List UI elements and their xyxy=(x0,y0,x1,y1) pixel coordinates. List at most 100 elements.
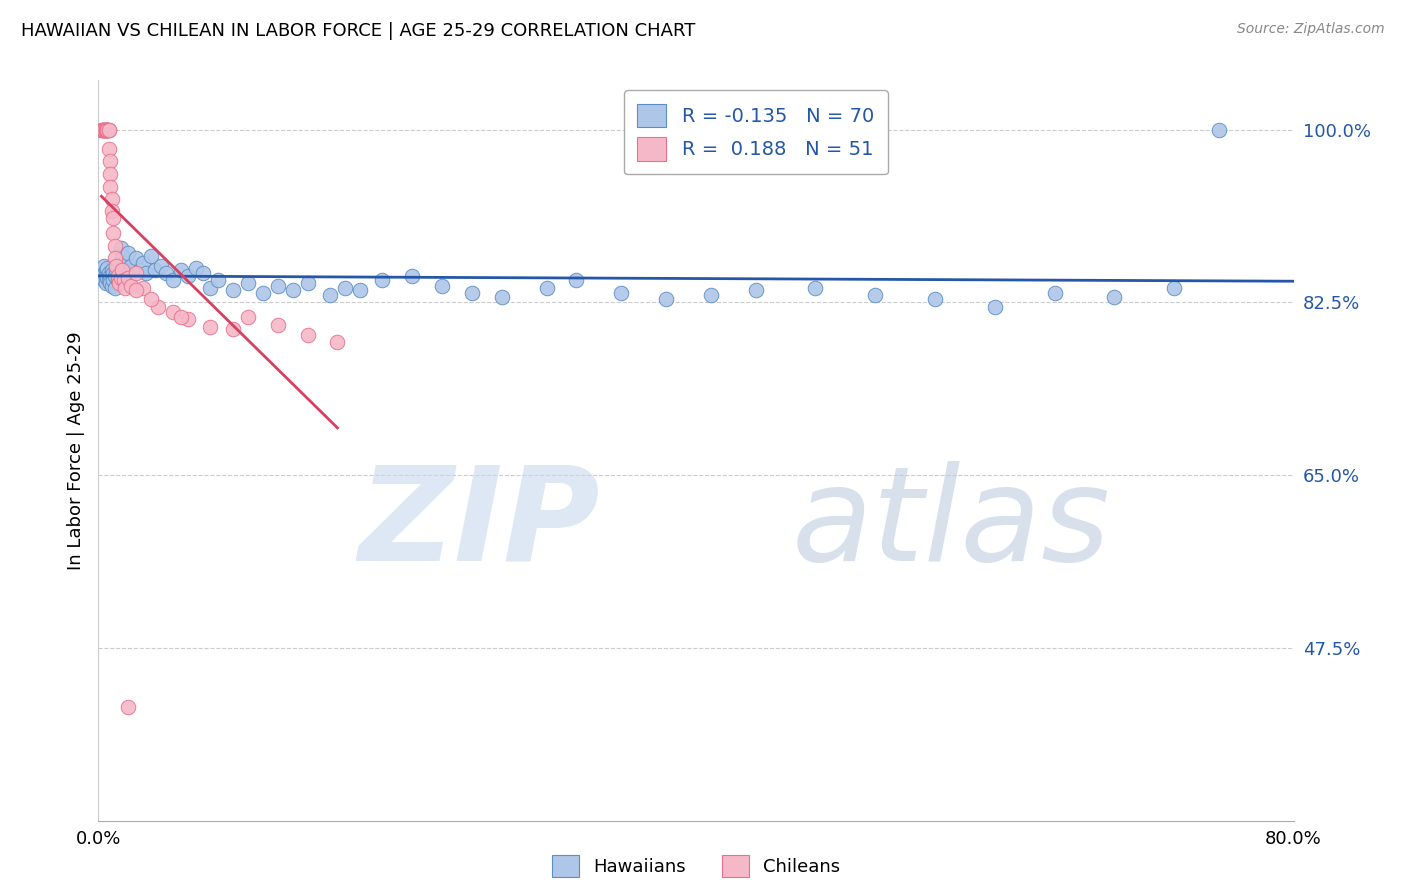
Point xyxy=(169,310,191,325)
Point xyxy=(297,328,319,343)
Point xyxy=(297,276,319,290)
Point xyxy=(91,122,114,136)
Point xyxy=(91,122,114,136)
Point xyxy=(135,266,157,280)
Point xyxy=(333,280,356,294)
Point xyxy=(94,122,117,136)
Point xyxy=(319,288,342,302)
Text: atlas: atlas xyxy=(792,461,1111,588)
Point xyxy=(120,259,142,273)
Point xyxy=(96,122,118,136)
Point xyxy=(91,266,114,280)
Point xyxy=(143,262,166,277)
Point xyxy=(103,273,125,287)
Point xyxy=(108,276,131,290)
Point xyxy=(267,318,290,332)
Point xyxy=(117,700,139,714)
Point xyxy=(401,268,423,283)
Point xyxy=(94,262,117,277)
Point xyxy=(97,122,120,136)
Point xyxy=(349,283,371,297)
Point xyxy=(1163,280,1185,294)
Point xyxy=(984,301,1007,315)
Point xyxy=(90,122,112,136)
Point xyxy=(104,251,127,265)
Legend: Hawaiians, Chileans: Hawaiians, Chileans xyxy=(543,846,849,886)
Point xyxy=(96,122,118,136)
Point xyxy=(94,122,117,136)
Point xyxy=(200,320,222,334)
Point xyxy=(96,270,118,285)
Point xyxy=(865,288,887,302)
Point xyxy=(114,280,136,294)
Point xyxy=(745,283,768,297)
Point xyxy=(103,227,125,241)
Point xyxy=(105,262,128,277)
Point xyxy=(111,249,134,263)
Point xyxy=(97,273,120,287)
Point xyxy=(101,203,124,218)
Point xyxy=(200,280,222,294)
Point xyxy=(655,293,678,307)
Point xyxy=(104,268,127,283)
Point xyxy=(252,285,274,300)
Point xyxy=(129,262,152,277)
Point xyxy=(155,266,177,280)
Point xyxy=(94,268,117,283)
Point xyxy=(177,312,200,326)
Point xyxy=(191,266,214,280)
Point xyxy=(110,241,132,255)
Point xyxy=(97,122,120,136)
Point xyxy=(610,285,633,300)
Point xyxy=(96,122,118,136)
Point xyxy=(93,122,115,136)
Point xyxy=(924,293,946,307)
Point xyxy=(104,239,127,253)
Point xyxy=(267,278,290,293)
Point xyxy=(132,256,155,270)
Point xyxy=(700,288,723,302)
Point xyxy=(565,273,588,287)
Point xyxy=(207,273,229,287)
Point xyxy=(125,266,148,280)
Point xyxy=(105,259,128,273)
Point xyxy=(117,246,139,260)
Point xyxy=(94,122,117,136)
Point xyxy=(108,266,131,280)
Point xyxy=(461,285,484,300)
Point xyxy=(120,278,142,293)
Point xyxy=(98,167,122,181)
Text: Source: ZipAtlas.com: Source: ZipAtlas.com xyxy=(1237,22,1385,37)
Point xyxy=(139,249,162,263)
Point xyxy=(491,290,513,304)
Point xyxy=(430,278,453,293)
Point xyxy=(184,260,207,275)
Point xyxy=(111,262,134,277)
Point xyxy=(101,262,124,277)
Point xyxy=(371,273,394,287)
Point xyxy=(97,266,120,280)
Point xyxy=(94,276,117,290)
Text: HAWAIIAN VS CHILEAN IN LABOR FORCE | AGE 25-29 CORRELATION CHART: HAWAIIAN VS CHILEAN IN LABOR FORCE | AGE… xyxy=(21,22,696,40)
Text: ZIP: ZIP xyxy=(359,461,600,588)
Point xyxy=(125,283,148,297)
Point xyxy=(169,262,191,277)
Point xyxy=(107,273,129,287)
Point xyxy=(96,260,118,275)
Point xyxy=(93,122,115,136)
Point xyxy=(222,283,245,297)
Point xyxy=(98,180,122,194)
Point xyxy=(96,122,118,136)
Point xyxy=(1043,285,1066,300)
Point xyxy=(222,322,245,336)
Point xyxy=(804,280,827,294)
Point xyxy=(112,256,135,270)
Point xyxy=(101,192,124,206)
Point xyxy=(93,273,115,287)
Point xyxy=(326,334,349,349)
Point xyxy=(117,270,139,285)
Point xyxy=(177,268,200,283)
Point xyxy=(236,310,259,325)
Point xyxy=(1104,290,1126,304)
Point xyxy=(281,283,304,297)
